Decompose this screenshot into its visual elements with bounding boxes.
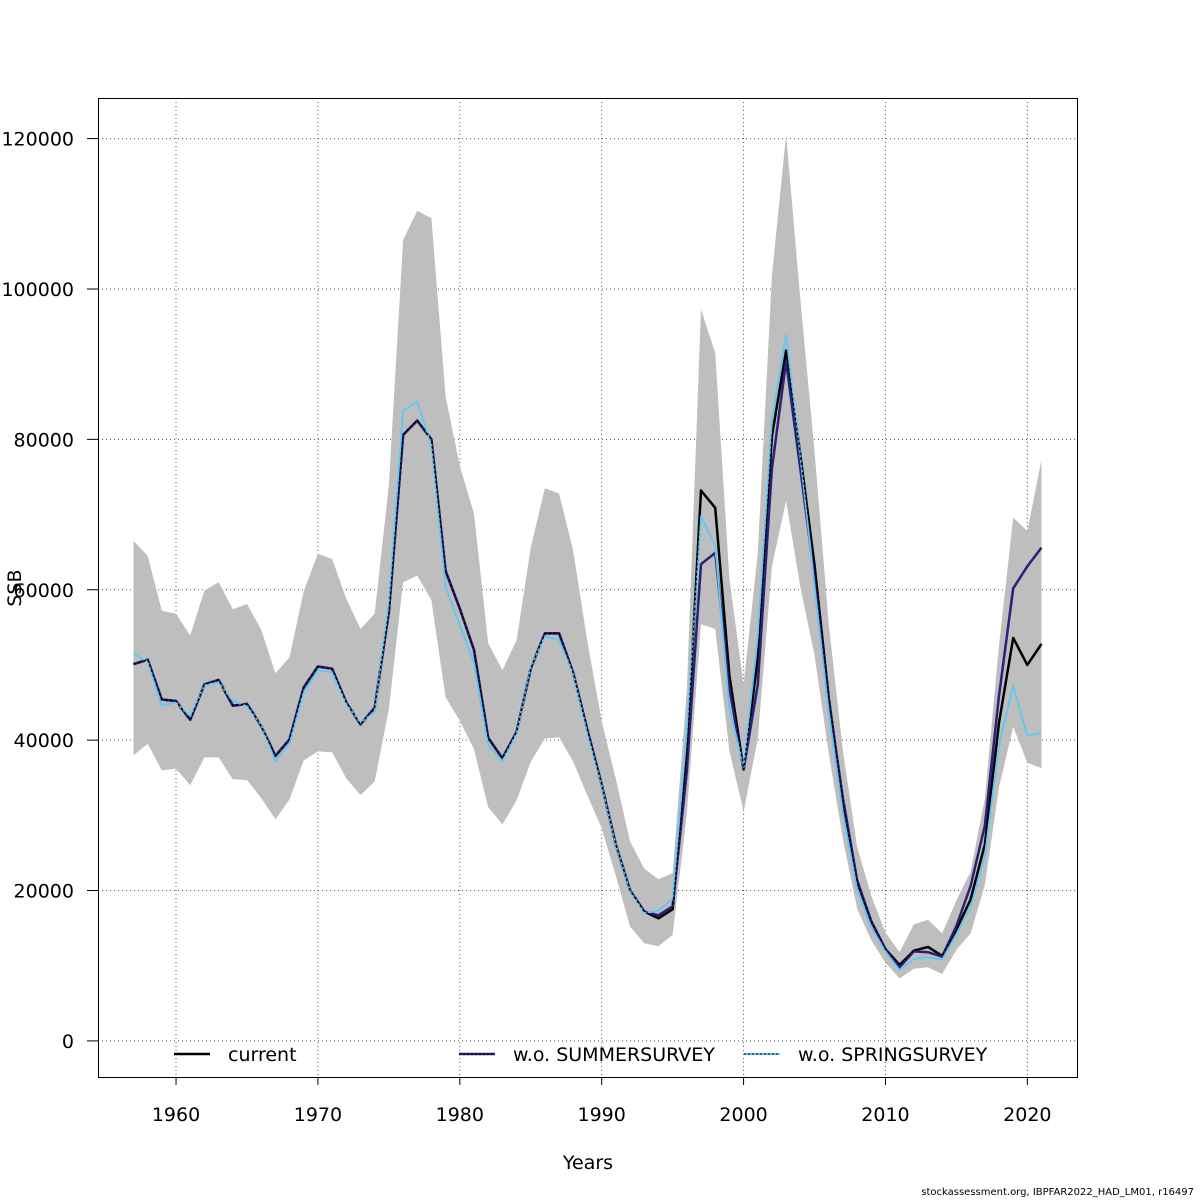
legend-label-current: current: [228, 1044, 297, 1066]
plot-frame: [98, 98, 1078, 1078]
axis-layer: 1960 1970 1980 1990 2000 2010 2020 0 20000 40000 6…: [1, 129, 1051, 1126]
x-axis-title: Years: [562, 1152, 613, 1174]
series-line-current-overlay: [133, 350, 1042, 966]
x-tick-label-2000: 2000: [719, 1104, 767, 1126]
series-line-w-o-springsurvey: [133, 333, 1042, 972]
y-tick-label-100000: 100000: [1, 279, 74, 301]
confidence-band-layer: [133, 134, 1042, 979]
series-layer: [133, 333, 1043, 972]
x-tick-label-2010: 2010: [861, 1104, 909, 1126]
y-tick-label-60000: 60000: [14, 580, 74, 602]
legend-label-w-o-springsurvey: w.o. SPRINGSURVEY: [798, 1044, 988, 1066]
y-tick-label-80000: 80000: [14, 429, 74, 451]
x-tick-label-1980: 1980: [436, 1104, 484, 1126]
x-tick-label-1960: 1960: [152, 1104, 200, 1126]
confidence-band: [133, 134, 1042, 979]
x-tick-label-1990: 1990: [578, 1104, 626, 1126]
y-tick-label-20000: 20000: [14, 881, 74, 903]
y-axis-title: SSB: [4, 569, 26, 606]
y-tick-label-0: 0: [62, 1031, 74, 1053]
x-tick-label-2020: 2020: [1003, 1104, 1051, 1126]
y-tick-label-40000: 40000: [14, 730, 74, 752]
legend-label-w-o-summersurvey: w.o. SUMMERSURVEY: [513, 1044, 715, 1066]
legend: current w.o. SUMMERSURVEY w.o. SPRINGSURVE…: [174, 1044, 988, 1066]
x-tick-label-1970: 1970: [294, 1104, 342, 1126]
y-tick-label-120000: 120000: [1, 129, 74, 151]
footer-credit: stockassessment.org, IBPFAR2022_HAD_LM01…: [921, 1187, 1194, 1198]
